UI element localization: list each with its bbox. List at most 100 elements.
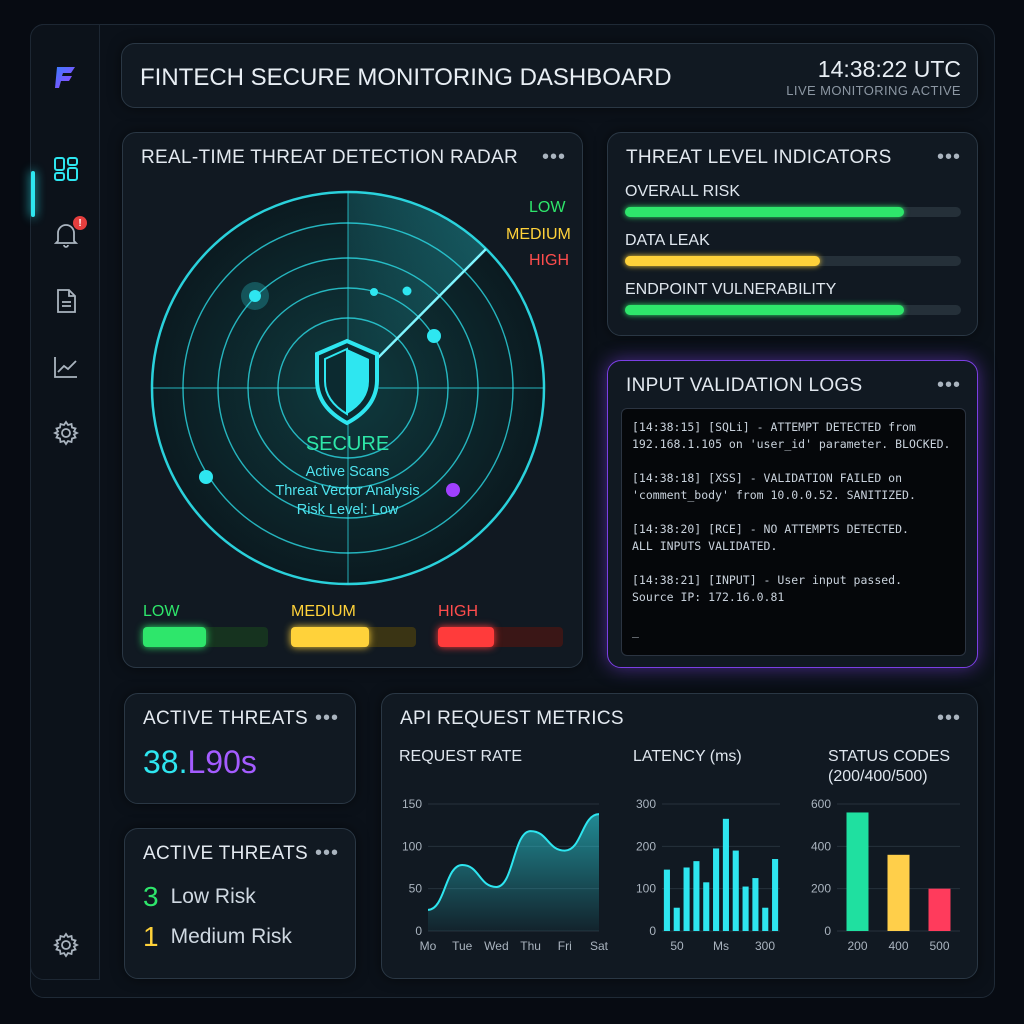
more-options-icon[interactable]: ••• — [936, 707, 961, 729]
latency-bar — [762, 907, 769, 931]
indicator-label: ENDPOINT VULNERABILITY — [625, 281, 837, 298]
risk-count: 1 — [143, 921, 159, 952]
bell-icon[interactable]: ! — [52, 216, 87, 249]
risk-label: Low Risk — [170, 885, 256, 908]
active-threats-value-b: L90s — [187, 744, 257, 780]
active-threats-title: ACTIVE THREATS — [143, 843, 309, 864]
status-code-bar — [928, 888, 951, 931]
threat-level-panel: THREAT LEVEL INDICATORS ••• OVERALL RISK… — [607, 132, 978, 336]
status-codes-subtitle: (200/400/500) — [828, 768, 928, 785]
notification-badge: ! — [73, 216, 87, 230]
latency-bar — [663, 869, 670, 931]
request-rate-y-tick-label: 150 — [402, 797, 422, 811]
terminal-cursor: _ — [632, 624, 639, 638]
request-rate-y-tick-label: 0 — [415, 924, 422, 938]
risk-row-medium: 1 Medium Risk — [143, 921, 292, 953]
threat-blip-purple — [446, 483, 460, 497]
chart-icon[interactable] — [52, 353, 80, 381]
latency-bar — [703, 882, 710, 931]
status-codes-x-tick-label: 400 — [888, 939, 908, 953]
status-codes-y-tick-label: 400 — [811, 839, 831, 853]
active-threats-breakdown-panel: ACTIVE THREATS ••• 3 Low Risk 1 Medium R… — [124, 828, 356, 979]
threat-level-title: THREAT LEVEL INDICATORS — [626, 147, 892, 168]
sidebar: ! — [30, 24, 100, 980]
radar-sweep — [348, 192, 486, 388]
indicator-track-data-leak — [625, 256, 961, 266]
dashboard-icon[interactable] — [52, 155, 80, 183]
request-rate-x-tick-label: Tue — [452, 939, 473, 953]
request-rate-x-tick-label: Thu — [520, 939, 541, 953]
api-charts: 0 50 100 150 Mo Tue Wed Thu Fri Sat 0 100 200 300 50 Ms… — [402, 797, 960, 953]
risk-row-low: 3 Low Risk — [143, 881, 256, 913]
legend-low: LOW — [529, 199, 566, 216]
latency-y-tick-label: 100 — [636, 882, 656, 896]
latency-bar — [673, 907, 680, 931]
more-options-icon[interactable]: ••• — [936, 374, 961, 396]
indicator-track-overall — [625, 207, 961, 217]
page-title: FINTECH SECURE MONITORING DASHBOARD — [140, 64, 672, 91]
latency-bar — [683, 867, 690, 931]
status-code-bar — [887, 854, 910, 931]
latency-bar — [722, 818, 729, 931]
active-threats-value: 38.L90s — [143, 744, 257, 781]
logs-title: INPUT VALIDATION LOGS — [626, 375, 863, 396]
indicator-fill — [625, 256, 820, 266]
threat-blip — [402, 286, 412, 296]
request-rate-line — [427, 813, 600, 911]
threat-blip — [249, 290, 261, 302]
latency-y-tick-label: 200 — [636, 839, 656, 853]
indicator-track-endpoint — [625, 305, 961, 315]
request-rate-x-tick-label: Wed — [484, 939, 508, 953]
latency-x-tick-label: 50 — [670, 939, 684, 953]
status-codes-title: STATUS CODES — [828, 748, 951, 765]
level-label-low: LOW — [143, 603, 180, 620]
radar-status: SECURE — [305, 433, 390, 455]
status-code-bar — [846, 812, 869, 931]
log-terminal[interactable]: [14:38:15] [SQLi] - ATTEMPT DETECTED fro… — [621, 408, 966, 656]
clock: 14:38:22 UTC — [817, 56, 961, 82]
latency-y-tick-label: 300 — [636, 797, 656, 811]
document-icon[interactable] — [52, 287, 80, 315]
latency-bar — [693, 861, 700, 931]
latency-x-tick-label: 300 — [755, 939, 775, 953]
more-options-icon[interactable]: ••• — [541, 146, 566, 168]
indicator-label: DATA LEAK — [625, 232, 710, 249]
radar-panel: REAL-TIME THREAT DETECTION RADAR ••• — [122, 132, 583, 668]
latency-x-tick-label: Ms — [713, 939, 729, 953]
status-codes-x-tick-label: 500 — [929, 939, 949, 953]
request-rate-x-tick-label: Fri — [558, 939, 572, 953]
more-options-icon[interactable]: ••• — [314, 707, 339, 729]
request-rate-area — [428, 814, 599, 931]
shield-icon — [315, 338, 379, 426]
latency-title: LATENCY (ms) — [633, 748, 742, 765]
indicator-fill — [625, 305, 904, 315]
settings-gear-icon[interactable] — [52, 931, 80, 959]
log-entry: [14:38:18] [XSS] - VALIDATION FAILED on … — [632, 471, 916, 502]
status-codes-y-tick-label: 200 — [811, 882, 831, 896]
logo-icon[interactable] — [52, 63, 80, 91]
request-rate-y-tick-label: 100 — [402, 839, 422, 853]
more-options-icon[interactable]: ••• — [936, 146, 961, 168]
radar-info-line: Active Scans — [305, 464, 390, 480]
more-options-icon[interactable]: ••• — [314, 842, 339, 864]
level-label-high: HIGH — [438, 603, 478, 620]
legend-high: HIGH — [529, 252, 569, 269]
latency-bar — [732, 850, 739, 931]
status-codes-y-tick-label: 600 — [811, 797, 831, 811]
request-rate-x-tick-label: Sat — [590, 939, 609, 953]
radar-info-line: Risk Level: Low — [296, 502, 399, 518]
active-indicator — [31, 171, 35, 217]
latency-bar — [752, 878, 759, 931]
gear-icon[interactable] — [52, 419, 80, 447]
level-bar-high — [438, 627, 563, 647]
status-codes-x-tick-label: 200 — [847, 939, 867, 953]
log-entry: [14:38:20] [RCE] - NO ATTEMPTS DETECTED.… — [632, 522, 909, 553]
active-threats-panel: ACTIVE THREATS ••• 38.L90s — [124, 693, 356, 804]
api-title: API REQUEST METRICS — [400, 708, 624, 729]
indicator-fill — [625, 207, 904, 217]
latency-bar — [713, 848, 720, 931]
level-bar-low — [143, 627, 268, 647]
threat-blip — [370, 288, 378, 296]
radar-info-line: Threat Vector Analysis — [275, 483, 420, 499]
risk-count: 3 — [143, 881, 159, 912]
